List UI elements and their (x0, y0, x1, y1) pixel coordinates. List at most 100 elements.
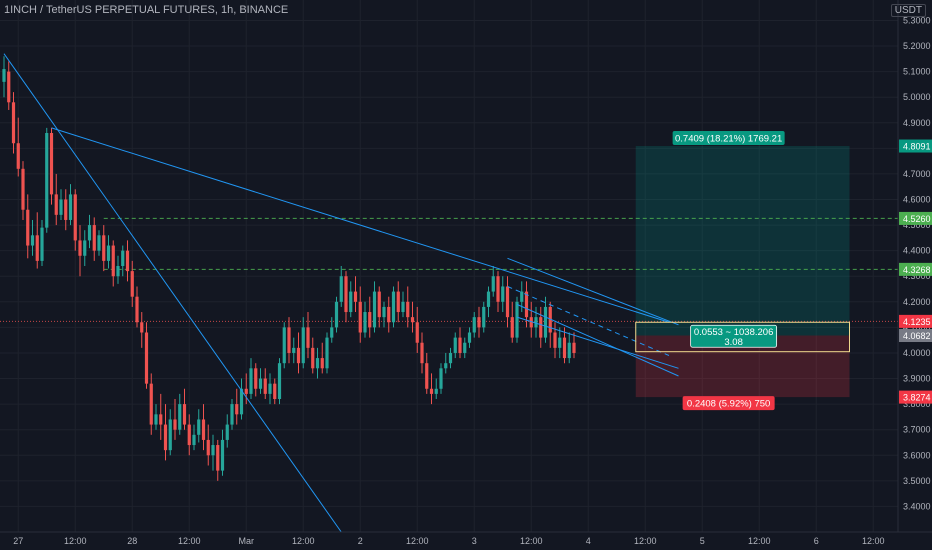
candle-body (353, 291, 358, 302)
time-axis[interactable]: 27 12:00 28 12:00 Mar 12:00 2 12:00 3 12:00 4 12:00… (13, 536, 884, 546)
candle-body (463, 342, 467, 353)
candle (334, 296, 339, 333)
candle-body (496, 276, 500, 302)
candle-body (135, 296, 139, 323)
y-tick-label: 4.4000 (903, 246, 931, 256)
stop-label-group: 0.2408 (5.92%) 750 (682, 396, 775, 411)
candle-body (168, 419, 172, 451)
candle (21, 161, 25, 220)
candle-body (244, 388, 248, 394)
y-tick-label: 3.8000 (903, 399, 931, 409)
candle-body (235, 404, 239, 415)
candle-body (116, 266, 120, 277)
y-tick-label: 5.2000 (903, 41, 931, 51)
candle (206, 424, 210, 466)
candle (102, 225, 106, 272)
candle (149, 373, 153, 435)
candle (562, 327, 567, 364)
candle-body (534, 317, 538, 328)
candle (372, 281, 377, 333)
candle-body (363, 312, 367, 333)
price-label-bg (899, 329, 932, 343)
candle-body (377, 291, 381, 318)
candle-body (477, 317, 481, 328)
candle-body (396, 291, 400, 313)
y-tick-label: 4.2000 (903, 297, 931, 307)
x-tick-label: 12:00 (406, 536, 429, 546)
candle (239, 378, 244, 420)
currency-label[interactable]: USDT (890, 4, 926, 17)
x-tick-label: 12:00 (634, 536, 657, 546)
candle (382, 301, 386, 328)
candle (363, 301, 367, 338)
candle-body (26, 209, 30, 246)
candle-body (78, 240, 82, 256)
candle (553, 322, 557, 359)
candle-body (505, 286, 510, 318)
y-tick-label: 3.9000 (903, 374, 931, 384)
entry-box (635, 321, 850, 353)
candle-body (54, 194, 58, 215)
target-zone (635, 146, 850, 336)
candle-body (178, 404, 182, 430)
candle (301, 317, 305, 369)
x-tick-label: 12:00 (520, 536, 543, 546)
candle (73, 189, 77, 251)
candle-body (149, 383, 153, 425)
candle (216, 439, 220, 481)
candle-body (429, 388, 434, 394)
candle (453, 332, 457, 359)
candle (434, 378, 438, 399)
price-axis-labels: 4.8091 4.5260 4.3268 4.1235 4.0682 3.8274 (899, 139, 932, 404)
candle (144, 322, 149, 389)
candle-body (92, 225, 96, 251)
price-label-bg (899, 314, 932, 328)
x-tick-label: 2 (358, 536, 363, 546)
candle-body (420, 342, 424, 364)
y-tick-label: 4.7000 (903, 169, 931, 179)
candle (163, 404, 168, 461)
target-label-group: 0.7409 (18.21%) 1769.21 (672, 131, 785, 146)
target-label-bg (672, 131, 785, 146)
candle-body (406, 301, 410, 318)
candle-body (472, 317, 476, 333)
candle (182, 388, 187, 430)
candle-body (45, 133, 49, 228)
trendlines[interactable] (3, 53, 679, 533)
price-label-group: 3.8274 (899, 390, 932, 404)
candle (121, 245, 125, 277)
candle-body (501, 286, 505, 302)
candle (410, 301, 415, 333)
candle-body (453, 337, 457, 353)
candle-body (368, 312, 372, 328)
candle-body (97, 235, 101, 251)
candle (45, 127, 49, 233)
candle (539, 306, 543, 348)
candle-body (225, 424, 229, 440)
candle-body (401, 301, 405, 313)
candle (572, 332, 576, 359)
candle (420, 332, 424, 374)
candle-body (415, 322, 419, 343)
candle-body (173, 419, 177, 430)
candle (501, 276, 505, 313)
candle-body (330, 327, 334, 338)
candle-body (40, 227, 44, 261)
candle (406, 286, 410, 328)
candle-body (197, 419, 201, 435)
price-axis[interactable]: 5.30005.20005.10005.00004.90004.80004.70… (903, 15, 931, 511)
price-label-bg (899, 262, 932, 276)
price-label-bg (899, 390, 932, 404)
candle (92, 217, 96, 261)
candle-body (87, 225, 92, 241)
candle (197, 409, 201, 443)
candle (125, 240, 130, 282)
candle-body (558, 337, 562, 348)
candle (496, 271, 500, 313)
candle-body (64, 199, 68, 220)
candle-body (448, 352, 453, 364)
candle-body (16, 143, 20, 169)
candle-body (391, 291, 396, 323)
candle-body (182, 404, 187, 425)
